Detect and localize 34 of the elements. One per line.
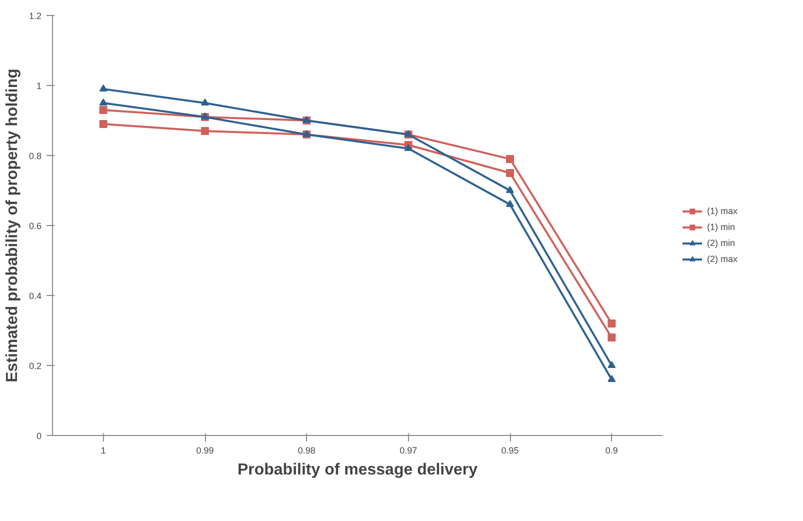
x-tick-label: 0.95 (501, 446, 519, 456)
y-tick-label: 0.2 (28, 361, 42, 371)
x-tick-label: 0.99 (196, 446, 214, 456)
point (99, 120, 108, 128)
point (506, 200, 514, 208)
point (608, 320, 616, 328)
y-tick-label: 1 (36, 81, 42, 91)
x-tick-label: 0.98 (298, 446, 316, 456)
point (201, 127, 209, 135)
point (99, 106, 108, 114)
y-tick-label: 0.4 (28, 291, 42, 301)
y-tick-label: 0.8 (28, 151, 42, 161)
point (404, 144, 412, 152)
x-tick-label: 1 (100, 446, 106, 456)
point (608, 374, 616, 382)
x-axis-title: Probability of message delivery (237, 462, 478, 478)
y-axis-title: Estimated probability of property holding (4, 68, 21, 382)
legend-label: (1) max (707, 206, 738, 216)
point (506, 155, 514, 163)
point (99, 84, 108, 92)
y-tick-label: 0 (36, 431, 42, 441)
x-tick-label: 0.9 (605, 446, 618, 456)
x-tick-label: 0.97 (400, 446, 418, 456)
point (608, 334, 616, 342)
legend-label: (2) min (707, 238, 736, 248)
point (99, 98, 108, 106)
y-tick-label: 0.6 (28, 221, 42, 231)
point (201, 98, 209, 106)
point (608, 360, 616, 368)
legend-label: (2) max (707, 254, 738, 264)
legend-label: (1) min (707, 222, 736, 232)
point (506, 169, 514, 177)
y-tick-label: 1.2 (28, 11, 42, 21)
point (506, 186, 514, 194)
